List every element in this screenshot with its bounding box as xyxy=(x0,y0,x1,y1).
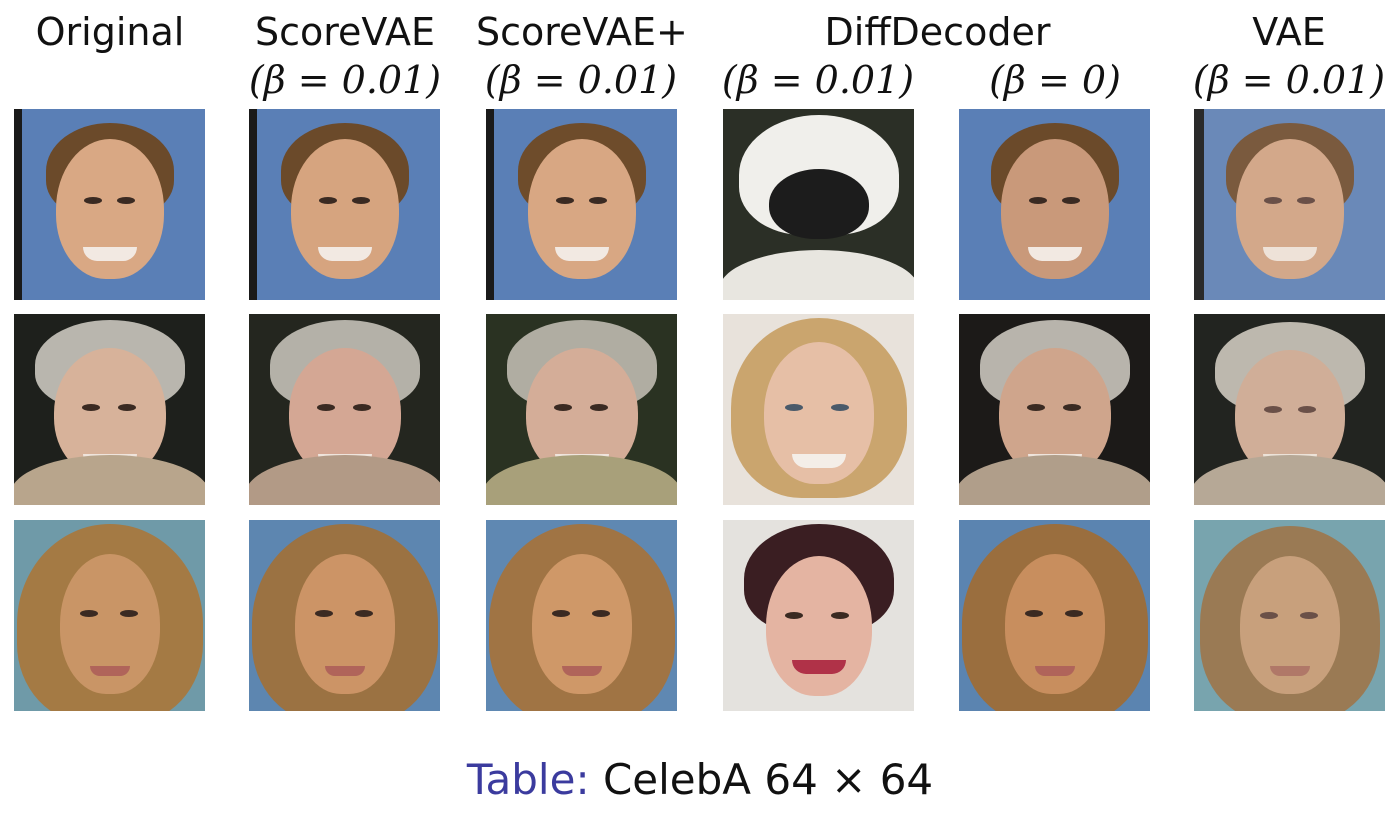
face-image-r3-diffdecoder-beta001 xyxy=(723,520,914,711)
face-image-r2-vae xyxy=(1194,314,1385,505)
face-image-r1-diffdecoder-beta001 xyxy=(723,109,914,300)
header-diffdecoder-beta001: (β = 0.01) xyxy=(713,56,923,104)
face-image-r3-scorevae xyxy=(249,520,440,711)
face-image-r1-vae xyxy=(1194,109,1385,300)
face-image-r2-diffdecoder-beta001 xyxy=(723,314,914,505)
header-scorevae-param: (β = 0.01) xyxy=(248,58,442,102)
header-scorevae-plus: ScoreVAE+ (β = 0.01) xyxy=(476,8,688,104)
caption-label: Table: xyxy=(466,755,590,804)
header-vae-title: VAE xyxy=(1252,10,1326,54)
header-diffdecoder-group: DiffDecoder xyxy=(720,8,1155,56)
face-image-r3-original xyxy=(14,520,205,711)
table-caption: Table: CelebA 64 × 64 xyxy=(0,752,1400,808)
face-image-r1-original xyxy=(14,109,205,300)
header-vae: VAE (β = 0.01) xyxy=(1184,8,1394,104)
face-image-r1-scorevae xyxy=(249,109,440,300)
caption-text: CelebA 64 × 64 xyxy=(602,755,934,804)
face-image-r2-scorevae xyxy=(249,314,440,505)
header-vae-param: (β = 0.01) xyxy=(1192,58,1386,102)
header-diffdecoder-title: DiffDecoder xyxy=(824,10,1051,54)
header-diffdecoder-beta0-param: (β = 0) xyxy=(989,58,1121,102)
face-image-r3-scorevae-plus xyxy=(486,520,677,711)
header-scorevae-plus-title: ScoreVAE+ xyxy=(476,10,688,54)
header-original-title: Original xyxy=(35,10,185,54)
header-diffdecoder-beta0: (β = 0) xyxy=(950,56,1160,104)
face-image-r2-original xyxy=(14,314,205,505)
header-scorevae-plus-param: (β = 0.01) xyxy=(484,58,678,102)
face-image-r2-scorevae-plus xyxy=(486,314,677,505)
header-scorevae: ScoreVAE (β = 0.01) xyxy=(240,8,450,104)
header-scorevae-title: ScoreVAE xyxy=(255,10,435,54)
header-original: Original xyxy=(10,8,210,56)
face-image-r1-diffdecoder-beta0 xyxy=(959,109,1150,300)
face-image-r1-scorevae-plus xyxy=(486,109,677,300)
face-image-r2-diffdecoder-beta0 xyxy=(959,314,1150,505)
face-image-r3-vae xyxy=(1194,520,1385,711)
header-diffdecoder-beta001-param: (β = 0.01) xyxy=(721,58,915,102)
face-image-r3-diffdecoder-beta0 xyxy=(959,520,1150,711)
